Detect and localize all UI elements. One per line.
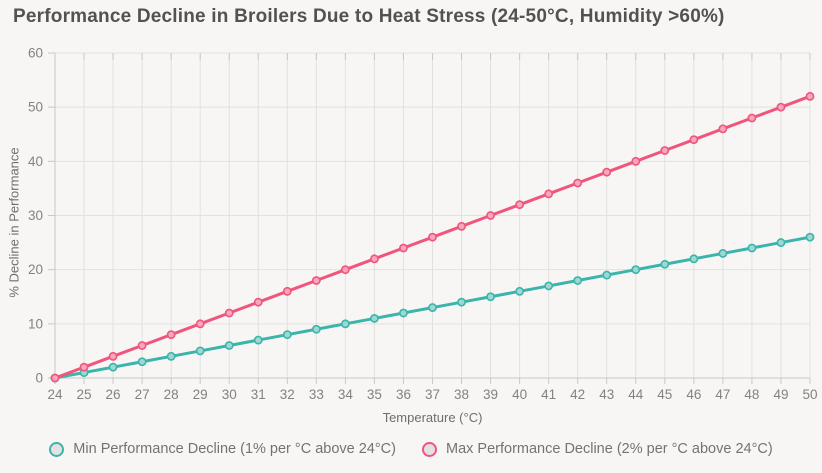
svg-text:39: 39 (483, 387, 498, 402)
svg-text:37: 37 (425, 387, 440, 402)
svg-text:38: 38 (454, 387, 469, 402)
svg-text:43: 43 (599, 387, 614, 402)
svg-text:32: 32 (280, 387, 295, 402)
svg-text:44: 44 (628, 387, 644, 402)
svg-text:30: 30 (28, 208, 43, 223)
svg-text:47: 47 (715, 387, 730, 402)
legend: Min Performance Decline (1% per °C above… (0, 441, 822, 457)
svg-text:28: 28 (164, 387, 179, 402)
svg-text:40: 40 (28, 154, 43, 169)
svg-text:50: 50 (28, 100, 43, 115)
chart-title: Performance Decline in Broilers Due to H… (13, 6, 725, 27)
svg-text:24: 24 (47, 387, 63, 402)
svg-text:30: 30 (222, 387, 237, 402)
svg-text:31: 31 (251, 387, 266, 402)
line-chart: 24 25 26 27 28 29 30 31 32 33 34 35 36 37 38 39 40 41 42 43… (28, 46, 818, 403)
svg-text:46: 46 (686, 387, 701, 402)
svg-text:49: 49 (773, 387, 788, 402)
svg-text:42: 42 (570, 387, 585, 402)
legend-item-max[interactable]: Max Performance Decline (2% per °C above… (421, 441, 773, 457)
svg-text:45: 45 (657, 387, 672, 402)
svg-text:10: 10 (28, 316, 43, 331)
svg-text:36: 36 (396, 387, 411, 402)
svg-text:48: 48 (744, 387, 759, 402)
svg-text:40: 40 (512, 387, 527, 402)
svg-text:50: 50 (802, 387, 817, 402)
legend-label-max: Max Performance Decline (2% per °C above… (445, 441, 773, 457)
svg-text:27: 27 (135, 387, 150, 402)
svg-text:34: 34 (338, 387, 354, 402)
svg-text:20: 20 (28, 262, 43, 277)
svg-text:25: 25 (77, 387, 92, 402)
legend-marker-max-icon (421, 441, 437, 457)
svg-text:0: 0 (35, 371, 43, 386)
svg-text:60: 60 (28, 46, 43, 61)
y-axis-label: % Decline in Performance (6, 147, 22, 298)
svg-text:33: 33 (309, 387, 324, 402)
svg-text:35: 35 (367, 387, 382, 402)
legend-item-min[interactable]: Min Performance Decline (1% per °C above… (49, 441, 396, 457)
svg-text:29: 29 (193, 387, 208, 402)
legend-label-min: Min Performance Decline (1% per °C above… (73, 441, 396, 457)
x-axis-label: Temperature (°C) (382, 410, 483, 425)
legend-marker-min-icon (49, 441, 65, 457)
svg-text:41: 41 (541, 387, 556, 402)
svg-text:26: 26 (106, 387, 121, 402)
